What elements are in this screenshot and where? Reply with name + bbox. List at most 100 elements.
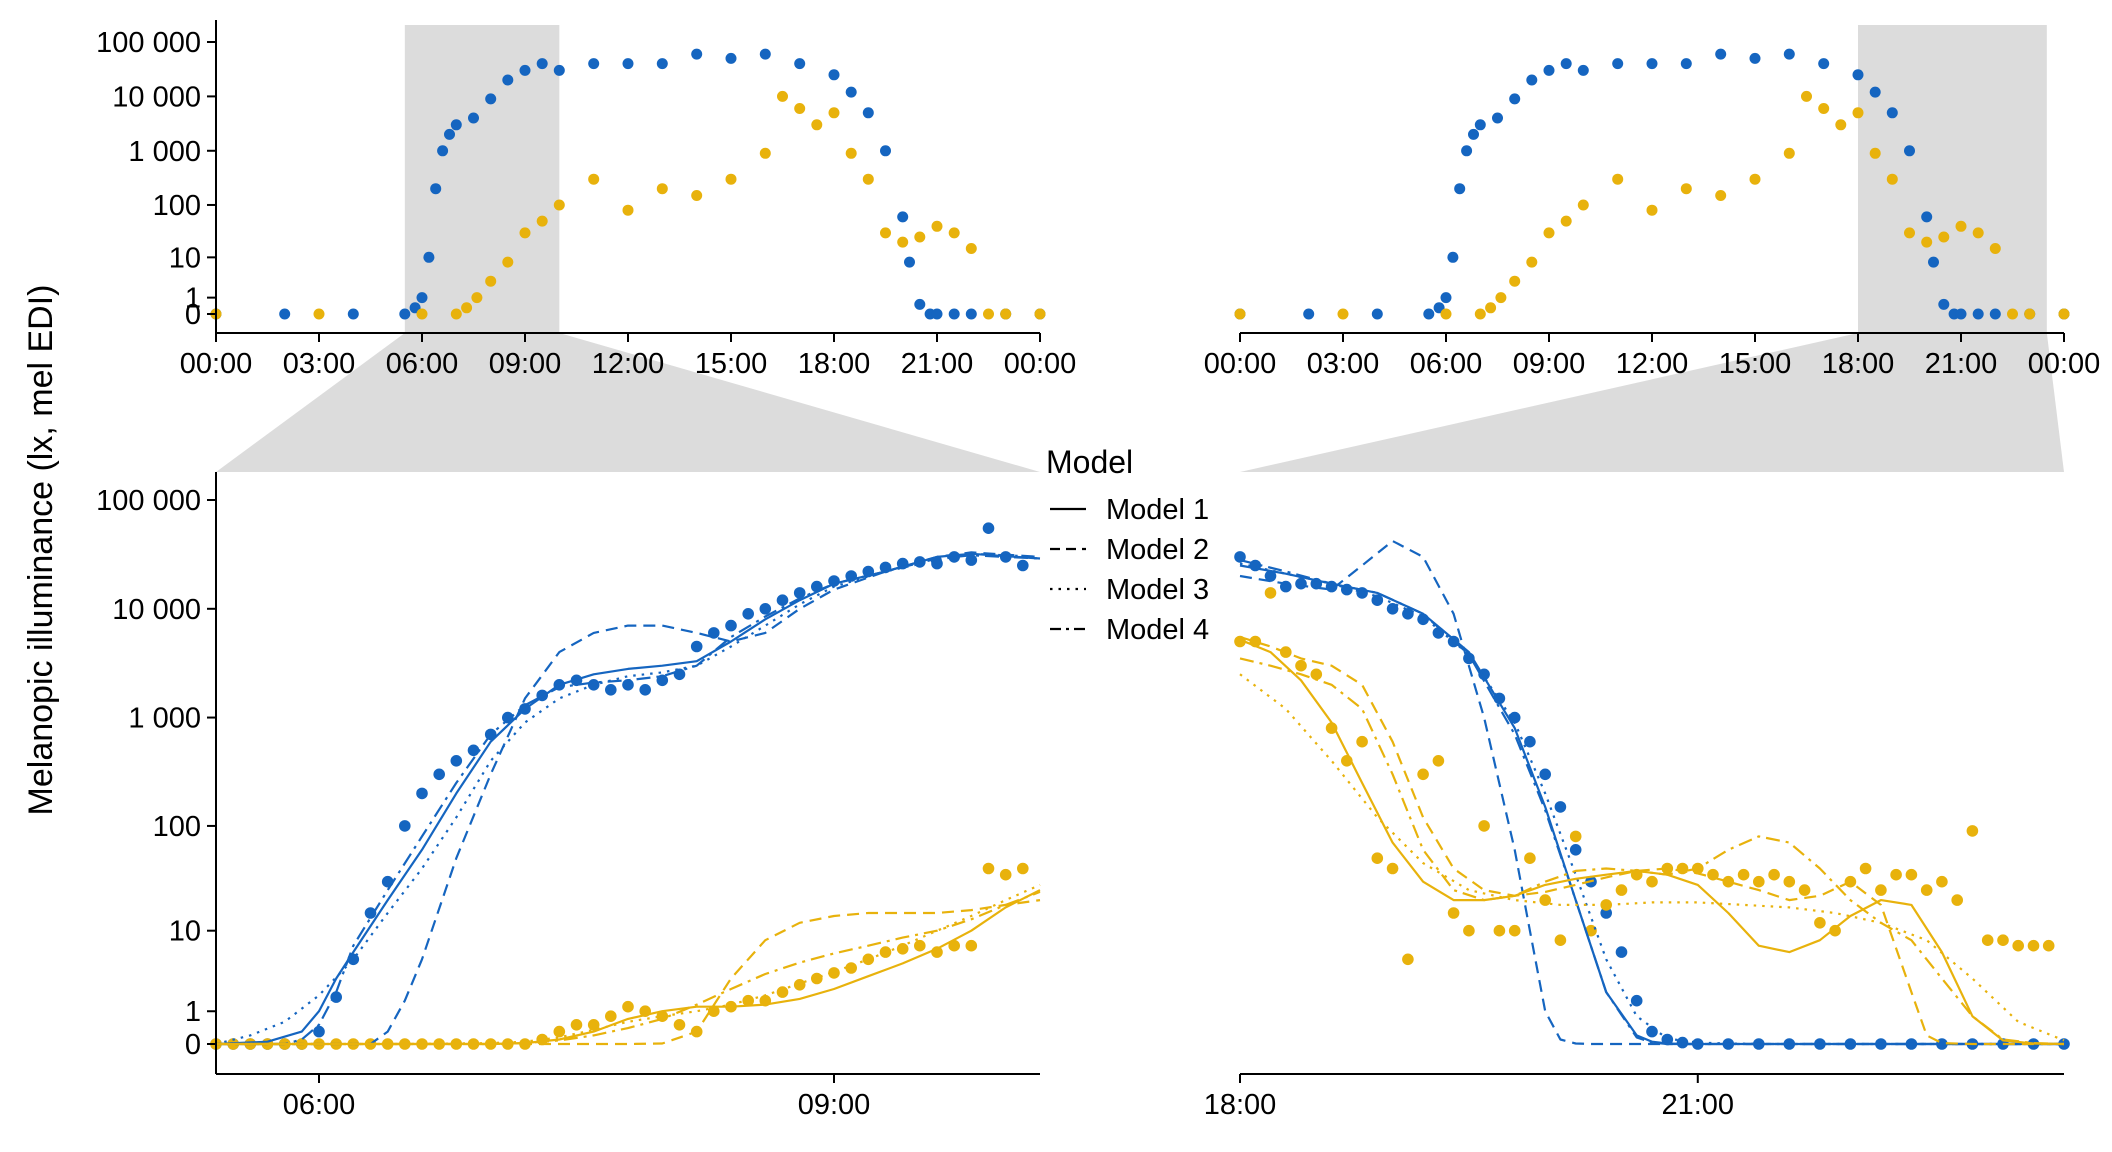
data-point (1715, 48, 1727, 60)
data-point (1569, 844, 1582, 856)
data-point (347, 308, 359, 320)
data-point (502, 256, 514, 268)
data-point (725, 619, 737, 632)
model-line (216, 899, 1041, 1046)
data-point (1989, 243, 2001, 254)
data-point (279, 308, 291, 320)
data-point (1600, 907, 1612, 919)
data-point (1737, 868, 1750, 881)
data-point (1869, 147, 1881, 159)
data-point (450, 308, 462, 320)
data-point (777, 90, 788, 102)
data-point (691, 48, 703, 60)
y-tick-label: 1 000 (128, 703, 201, 735)
y-tick-label: 100 000 (96, 27, 201, 59)
data-point (1017, 559, 1029, 572)
model-line (216, 883, 1041, 1046)
data-point (965, 308, 977, 320)
data-point (1852, 107, 1864, 119)
data-point (622, 204, 634, 216)
x-tick-label: 00:00 (1204, 348, 1277, 380)
data-point (1492, 112, 1503, 124)
data-point (450, 119, 462, 131)
data-point (444, 128, 455, 140)
y-tick-label: 10 (169, 916, 201, 948)
x-tick-label: 06:00 (283, 1089, 356, 1121)
data-point (1264, 587, 1277, 599)
data-point (1508, 924, 1521, 937)
y-tick-label: 100 (153, 811, 201, 843)
data-point (1524, 852, 1536, 864)
data-point (1646, 875, 1658, 888)
data-point (1386, 603, 1399, 615)
data-point (1869, 86, 1881, 98)
data-point (931, 557, 943, 570)
data-point (587, 1019, 600, 1031)
data-point (1612, 173, 1624, 185)
data-point (965, 554, 978, 566)
data-point (742, 608, 754, 620)
data-point (931, 308, 943, 320)
data-point (725, 173, 737, 185)
data-point (1981, 934, 1994, 946)
data-point (1829, 924, 1841, 937)
data-point (1722, 875, 1735, 888)
y-tick-label: 1 000 (128, 136, 201, 168)
data-point (1630, 994, 1643, 1007)
data-point (1972, 227, 1984, 239)
x-tick-label: 00:00 (1004, 348, 1077, 380)
data-point (399, 820, 411, 832)
data-point (485, 275, 497, 287)
data-point (1818, 103, 1830, 114)
data-point (1560, 58, 1572, 70)
data-point (1303, 308, 1315, 320)
zoom-evening-panel: 18:00 21:00 (1204, 539, 2070, 1121)
x-tick-label: 18:00 (798, 348, 871, 380)
data-point (1600, 899, 1612, 911)
data-point (828, 107, 840, 119)
y-tick-label: 1 (185, 996, 201, 1028)
data-point (416, 308, 428, 320)
model-line (1239, 539, 2064, 1046)
legend-label: Model 3 (1106, 574, 1209, 606)
data-point (622, 679, 634, 691)
data-point (1386, 862, 1399, 875)
data-point (1989, 308, 2001, 320)
data-point (1310, 668, 1323, 681)
data-point (1554, 934, 1567, 946)
x-tick-label: 09:00 (1513, 348, 1586, 380)
data-point (1676, 1036, 1689, 1049)
data-point (1890, 868, 1902, 881)
data-point (1560, 215, 1572, 227)
data-point (553, 1025, 566, 1038)
data-point (2027, 939, 2040, 952)
zoom-connector-evening (1240, 333, 2064, 472)
data-point (1783, 48, 1795, 60)
data-point (862, 173, 874, 185)
data-point (1554, 801, 1567, 813)
data-point (690, 640, 703, 653)
data-point (1034, 308, 1046, 320)
data-point (914, 231, 926, 243)
data-point (1509, 93, 1521, 105)
data-point (1526, 256, 1538, 268)
data-point (1646, 58, 1658, 70)
data-point (1615, 884, 1628, 896)
data-point (588, 58, 600, 70)
data-point (1423, 308, 1435, 320)
zoom-connectors (216, 333, 2064, 472)
x-tick-label: 18:00 (1822, 348, 1895, 380)
model-line (1239, 564, 2064, 1046)
data-point (897, 211, 909, 223)
data-point (1798, 884, 1811, 896)
x-tick-label: 03:00 (1307, 348, 1380, 380)
legend-label: Model 4 (1106, 614, 1209, 646)
x-tick-label: 21:00 (1661, 1089, 1734, 1121)
data-point (2042, 939, 2055, 952)
data-point (450, 755, 463, 767)
data-point (948, 939, 960, 952)
legend-label: Model 2 (1106, 534, 1209, 566)
data-point (811, 972, 823, 985)
zoom-connector-morning (216, 333, 1040, 472)
